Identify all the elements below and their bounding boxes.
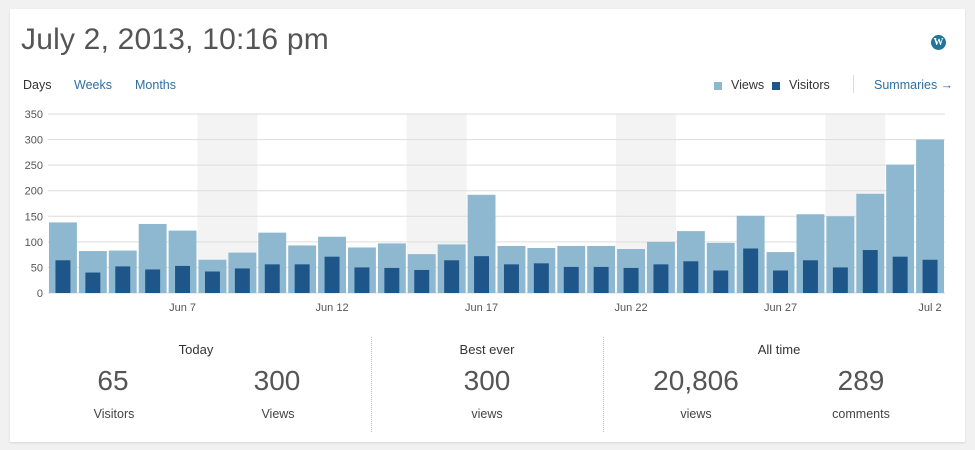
visitors-bar — [354, 267, 370, 293]
visitors-bar — [892, 256, 908, 293]
y-tick-label: 250 — [25, 160, 43, 172]
visitors-bar — [324, 256, 340, 293]
summaries-link[interactable]: Summaries → — [874, 78, 954, 92]
visitors-bar — [563, 266, 579, 293]
legend-divider — [853, 75, 854, 93]
x-tick-label: Jun 12 — [316, 302, 349, 314]
today-views-value: 300 — [253, 365, 301, 396]
today-visitors-label: Visitors — [93, 407, 135, 421]
tab-days[interactable]: Days — [23, 78, 52, 92]
visitors-bar — [653, 264, 669, 293]
best-ever-views-label: views — [471, 407, 503, 421]
stats-card: July 2, 2013, 10:16 pm W Days Weeks Mont… — [10, 9, 965, 442]
y-tick-label: 0 — [37, 288, 43, 300]
y-tick-label: 300 — [25, 135, 43, 147]
today-views-label: Views — [261, 407, 295, 421]
visitors-bar — [444, 260, 460, 293]
y-tick-label: 350 — [25, 109, 43, 121]
visitors-bar — [533, 263, 549, 293]
legend-visitors-swatch — [772, 82, 780, 90]
visitors-bar — [175, 265, 191, 293]
visitors-bar — [264, 264, 280, 293]
y-tick-label: 150 — [25, 211, 43, 223]
page-title: July 2, 2013, 10:16 pm — [21, 23, 329, 56]
legend-views-label: Views — [731, 78, 765, 92]
wordpress-logo-icon[interactable]: W — [931, 35, 946, 50]
visitors-bar — [743, 248, 759, 293]
tab-months[interactable]: Months — [135, 78, 176, 92]
visitors-bar — [234, 268, 250, 293]
x-tick-label: Jun 17 — [465, 302, 498, 314]
visitors-bar — [55, 260, 71, 293]
visitors-bar — [683, 261, 699, 293]
x-tick-label: Jul 2 — [918, 302, 941, 314]
y-tick-label: 100 — [25, 237, 43, 249]
visitors-bar — [115, 266, 131, 293]
all-time-views-value: 20,806 — [653, 365, 739, 396]
all-time-comments-value: 289 — [837, 365, 885, 396]
stats-divider — [371, 337, 372, 432]
visitors-bar — [832, 267, 848, 293]
visitors-bar — [713, 270, 729, 293]
best-ever-views-value: 300 — [463, 365, 511, 396]
visitors-bar — [384, 267, 400, 293]
stats-divider — [603, 337, 604, 432]
tab-weeks[interactable]: Weeks — [74, 78, 112, 92]
visitors-bar — [922, 259, 938, 293]
visitors-bar — [474, 256, 490, 293]
x-tick-label: Jun 22 — [615, 302, 648, 314]
visitors-bar — [773, 270, 789, 293]
today-heading: Today — [178, 342, 214, 357]
visitors-bar — [204, 271, 220, 293]
legend-visitors-label: Visitors — [789, 78, 830, 92]
stats-summary: Today 65 Visitors 300 Views Best ever 30… — [10, 329, 965, 434]
visitors-bar — [414, 269, 430, 293]
all-time-heading: All time — [757, 342, 801, 357]
y-tick-label: 200 — [25, 186, 43, 198]
today-visitors-value: 65 — [97, 365, 129, 396]
visitors-bar — [294, 264, 310, 293]
visitors-bar — [802, 260, 818, 293]
legend-views-swatch — [714, 82, 722, 90]
all-time-views-label: views — [680, 407, 712, 421]
visitors-bar — [85, 272, 101, 293]
all-time-comments-label: comments — [832, 407, 890, 421]
visitors-bar — [862, 250, 878, 293]
views-chart: 0 50 100 150 200 250 300 350 Jun 7 Jun 12 Jun 17 Ju… — [25, 109, 945, 314]
best-ever-heading: Best ever — [459, 342, 515, 357]
x-tick-label: Jun 7 — [169, 302, 196, 314]
visitors-bar — [593, 266, 609, 293]
visitors-bar — [145, 269, 161, 293]
visitors-bar — [623, 267, 639, 293]
x-tick-label: Jun 27 — [764, 302, 797, 314]
y-tick-label: 50 — [31, 262, 43, 274]
visitors-bar — [503, 264, 519, 293]
